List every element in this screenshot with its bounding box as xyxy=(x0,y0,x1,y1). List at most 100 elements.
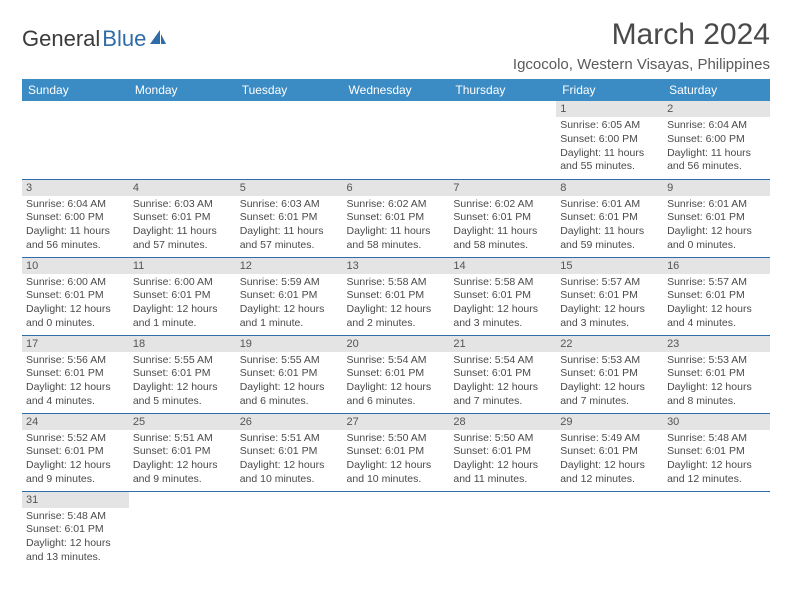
day-cell: 25Sunrise: 5:51 AMSunset: 6:01 PMDayligh… xyxy=(129,413,236,491)
day-cell xyxy=(449,101,556,179)
logo-text-blue: Blue xyxy=(102,26,146,52)
day-cell: 18Sunrise: 5:55 AMSunset: 6:01 PMDayligh… xyxy=(129,335,236,413)
calendar-week-row: 24Sunrise: 5:52 AMSunset: 6:01 PMDayligh… xyxy=(22,413,770,491)
day-sunrise: Sunrise: 5:54 AM xyxy=(347,354,446,368)
day-cell xyxy=(129,101,236,179)
weekday-header: Tuesday xyxy=(236,79,343,101)
logo-text-general: General xyxy=(22,26,100,52)
day-cell: 22Sunrise: 5:53 AMSunset: 6:01 PMDayligh… xyxy=(556,335,663,413)
day-number: 11 xyxy=(129,258,236,274)
day-daylight: Daylight: 12 hours and 3 minutes. xyxy=(453,303,552,330)
calendar-body: 1Sunrise: 6:05 AMSunset: 6:00 PMDaylight… xyxy=(22,101,770,569)
day-number: 24 xyxy=(22,414,129,430)
weekday-header: Saturday xyxy=(663,79,770,101)
day-sunset: Sunset: 6:01 PM xyxy=(347,367,446,381)
day-sunset: Sunset: 6:01 PM xyxy=(560,367,659,381)
day-daylight: Daylight: 12 hours and 1 minute. xyxy=(240,303,339,330)
day-number: 2 xyxy=(663,101,770,117)
day-sunset: Sunset: 6:01 PM xyxy=(347,211,446,225)
day-sunrise: Sunrise: 5:50 AM xyxy=(453,432,552,446)
day-sunset: Sunset: 6:01 PM xyxy=(667,289,766,303)
day-sunset: Sunset: 6:01 PM xyxy=(133,211,232,225)
day-cell: 31Sunrise: 5:48 AMSunset: 6:01 PMDayligh… xyxy=(22,491,129,569)
weekday-header: Wednesday xyxy=(343,79,450,101)
day-sunset: Sunset: 6:01 PM xyxy=(133,367,232,381)
day-cell: 7Sunrise: 6:02 AMSunset: 6:01 PMDaylight… xyxy=(449,179,556,257)
day-daylight: Daylight: 11 hours and 56 minutes. xyxy=(667,147,766,174)
day-daylight: Daylight: 12 hours and 3 minutes. xyxy=(560,303,659,330)
day-sunrise: Sunrise: 5:52 AM xyxy=(26,432,125,446)
day-sunrise: Sunrise: 6:01 AM xyxy=(560,198,659,212)
day-cell xyxy=(663,491,770,569)
weekday-header: Monday xyxy=(129,79,236,101)
day-daylight: Daylight: 12 hours and 10 minutes. xyxy=(240,459,339,486)
day-sunset: Sunset: 6:01 PM xyxy=(560,445,659,459)
day-sunset: Sunset: 6:01 PM xyxy=(560,289,659,303)
day-cell: 4Sunrise: 6:03 AMSunset: 6:01 PMDaylight… xyxy=(129,179,236,257)
day-number: 8 xyxy=(556,180,663,196)
weekday-header: Thursday xyxy=(449,79,556,101)
day-daylight: Daylight: 12 hours and 4 minutes. xyxy=(667,303,766,330)
day-cell: 29Sunrise: 5:49 AMSunset: 6:01 PMDayligh… xyxy=(556,413,663,491)
day-number: 27 xyxy=(343,414,450,430)
day-daylight: Daylight: 11 hours and 55 minutes. xyxy=(560,147,659,174)
day-daylight: Daylight: 12 hours and 10 minutes. xyxy=(347,459,446,486)
day-sunrise: Sunrise: 6:01 AM xyxy=(667,198,766,212)
location-text: Igcocolo, Western Visayas, Philippines xyxy=(513,56,770,73)
day-cell: 9Sunrise: 6:01 AMSunset: 6:01 PMDaylight… xyxy=(663,179,770,257)
day-number: 30 xyxy=(663,414,770,430)
day-sunset: Sunset: 6:01 PM xyxy=(26,367,125,381)
day-cell: 23Sunrise: 5:53 AMSunset: 6:01 PMDayligh… xyxy=(663,335,770,413)
day-number: 6 xyxy=(343,180,450,196)
day-cell: 19Sunrise: 5:55 AMSunset: 6:01 PMDayligh… xyxy=(236,335,343,413)
day-sunrise: Sunrise: 5:55 AM xyxy=(133,354,232,368)
day-daylight: Daylight: 11 hours and 56 minutes. xyxy=(26,225,125,252)
day-daylight: Daylight: 12 hours and 9 minutes. xyxy=(26,459,125,486)
day-number: 28 xyxy=(449,414,556,430)
day-cell xyxy=(449,491,556,569)
day-number: 12 xyxy=(236,258,343,274)
day-sunrise: Sunrise: 6:04 AM xyxy=(26,198,125,212)
day-cell: 6Sunrise: 6:02 AMSunset: 6:01 PMDaylight… xyxy=(343,179,450,257)
day-cell xyxy=(343,101,450,179)
day-sunrise: Sunrise: 5:58 AM xyxy=(347,276,446,290)
day-daylight: Daylight: 11 hours and 57 minutes. xyxy=(240,225,339,252)
calendar-week-row: 31Sunrise: 5:48 AMSunset: 6:01 PMDayligh… xyxy=(22,491,770,569)
day-sunset: Sunset: 6:01 PM xyxy=(240,367,339,381)
calendar-table: SundayMondayTuesdayWednesdayThursdayFrid… xyxy=(22,79,770,569)
day-sunset: Sunset: 6:01 PM xyxy=(347,445,446,459)
day-number: 17 xyxy=(22,336,129,352)
day-daylight: Daylight: 12 hours and 11 minutes. xyxy=(453,459,552,486)
day-sunset: Sunset: 6:01 PM xyxy=(667,367,766,381)
day-cell: 20Sunrise: 5:54 AMSunset: 6:01 PMDayligh… xyxy=(343,335,450,413)
day-sunrise: Sunrise: 6:03 AM xyxy=(133,198,232,212)
day-daylight: Daylight: 12 hours and 2 minutes. xyxy=(347,303,446,330)
day-cell: 13Sunrise: 5:58 AMSunset: 6:01 PMDayligh… xyxy=(343,257,450,335)
weekday-header: Sunday xyxy=(22,79,129,101)
day-cell: 28Sunrise: 5:50 AMSunset: 6:01 PMDayligh… xyxy=(449,413,556,491)
day-number: 3 xyxy=(22,180,129,196)
day-sunrise: Sunrise: 6:04 AM xyxy=(667,119,766,133)
day-cell xyxy=(236,101,343,179)
day-sunrise: Sunrise: 5:54 AM xyxy=(453,354,552,368)
day-sunset: Sunset: 6:01 PM xyxy=(667,211,766,225)
day-sunrise: Sunrise: 5:50 AM xyxy=(347,432,446,446)
day-sunset: Sunset: 6:01 PM xyxy=(667,445,766,459)
day-daylight: Daylight: 11 hours and 58 minutes. xyxy=(453,225,552,252)
day-number: 20 xyxy=(343,336,450,352)
day-sunrise: Sunrise: 5:53 AM xyxy=(667,354,766,368)
day-sunset: Sunset: 6:01 PM xyxy=(133,289,232,303)
day-daylight: Daylight: 12 hours and 13 minutes. xyxy=(26,537,125,564)
day-daylight: Daylight: 12 hours and 0 minutes. xyxy=(26,303,125,330)
day-daylight: Daylight: 12 hours and 1 minute. xyxy=(133,303,232,330)
day-cell: 24Sunrise: 5:52 AMSunset: 6:01 PMDayligh… xyxy=(22,413,129,491)
day-cell xyxy=(236,491,343,569)
day-daylight: Daylight: 11 hours and 57 minutes. xyxy=(133,225,232,252)
day-sunset: Sunset: 6:01 PM xyxy=(453,289,552,303)
day-sunrise: Sunrise: 5:53 AM xyxy=(560,354,659,368)
day-cell: 8Sunrise: 6:01 AMSunset: 6:01 PMDaylight… xyxy=(556,179,663,257)
day-sunset: Sunset: 6:01 PM xyxy=(240,445,339,459)
calendar-week-row: 1Sunrise: 6:05 AMSunset: 6:00 PMDaylight… xyxy=(22,101,770,179)
day-cell: 21Sunrise: 5:54 AMSunset: 6:01 PMDayligh… xyxy=(449,335,556,413)
day-cell: 15Sunrise: 5:57 AMSunset: 6:01 PMDayligh… xyxy=(556,257,663,335)
